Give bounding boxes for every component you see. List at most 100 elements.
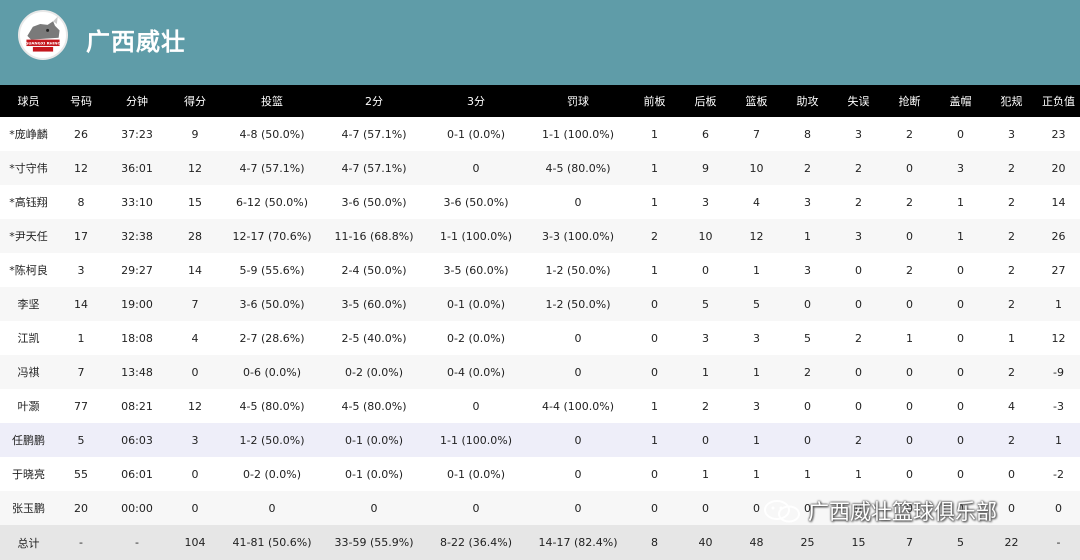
stat-cell: 0 <box>472 161 480 175</box>
column-header: 分钟 <box>126 95 148 108</box>
stat-cell: 3 <box>191 433 199 447</box>
stat-cell: 10 <box>749 161 764 175</box>
stat-cell: 4-5 (80.0%) <box>545 161 611 175</box>
stat-cell: 1 <box>1055 433 1062 447</box>
stat-cell: 3 <box>804 195 811 209</box>
stat-cell: 33:10 <box>121 195 153 209</box>
stat-cell: 0 <box>574 195 582 209</box>
stat-cell: 0 <box>855 365 862 379</box>
total-cell: 14-17 (82.4%) <box>538 536 618 549</box>
column-header: 盖帽 <box>949 95 972 108</box>
stat-cell: 1 <box>753 433 760 447</box>
stat-cell: 0 <box>702 433 709 447</box>
stat-cell: 2-7 (28.6%) <box>239 331 305 345</box>
stat-cell: 32:38 <box>121 229 153 243</box>
stat-cell: 2 <box>702 399 709 413</box>
stat-cell: 20 <box>74 501 88 515</box>
stat-cell: 0 <box>906 365 913 379</box>
player-name-cell: *尹天任 <box>9 230 48 243</box>
stat-cell: 1-2 (50.0%) <box>239 433 305 447</box>
stat-cell: 0-2 (0.0%) <box>243 467 301 481</box>
total-cell: - <box>79 536 83 549</box>
stat-cell: 26 <box>1051 229 1066 243</box>
stat-cell: 0 <box>1055 501 1062 515</box>
stat-cell: 0 <box>753 501 760 515</box>
stat-cell: 2-4 (50.0%) <box>341 263 407 277</box>
stat-cell: 2 <box>1008 161 1015 175</box>
stat-cell: 4 <box>753 195 760 209</box>
stat-cell: 12 <box>188 399 202 413</box>
stat-cell: 55 <box>74 467 88 481</box>
stat-cell: 0 <box>191 365 199 379</box>
stat-cell: 3 <box>804 263 811 277</box>
svg-text:GUANGXI RHINO: GUANGXI RHINO <box>25 41 61 46</box>
stat-cell: -9 <box>1053 365 1064 379</box>
stat-cell: 4-7 (57.1%) <box>341 127 407 141</box>
stat-cell: 1-1 (100.0%) <box>542 127 614 141</box>
column-header: 投篮 <box>261 95 283 108</box>
player-row: 江凯 1 18:08 4 2-7 (28.6%) 2-5 (40.0%) 0-2 (0.0%… <box>0 321 1080 355</box>
total-cell: 8 <box>651 536 658 549</box>
stat-cell: 2 <box>1008 195 1015 209</box>
player-name-cell: 任鹏鹏 <box>12 434 45 447</box>
stat-cell: 0 <box>574 433 582 447</box>
stat-cell: 5-9 (55.6%) <box>239 263 305 277</box>
player-name-cell: *陈柯良 <box>9 264 48 277</box>
total-cell: 104 <box>184 536 206 549</box>
stat-cell: 3-3 (100.0%) <box>542 229 614 243</box>
stat-cell: 2 <box>1008 433 1015 447</box>
stat-cell: 2 <box>804 365 811 379</box>
stat-cell: 0 <box>651 331 658 345</box>
stat-cell: 2 <box>906 195 913 209</box>
stat-cell: 2 <box>855 433 862 447</box>
stat-cell: 23 <box>1051 127 1066 141</box>
player-row: 冯祺 7 13:48 0 0-6 (0.0%) 0-2 (0.0%) 0-4 (0.0%) 0… <box>0 355 1080 389</box>
stat-cell: 1 <box>1008 331 1015 345</box>
stat-cell: 4 <box>1008 399 1015 413</box>
total-cell: 22 <box>1004 536 1019 549</box>
stat-cell: 1 <box>651 127 658 141</box>
stat-cell: 0 <box>906 161 913 175</box>
stat-cell: 1 <box>77 331 85 345</box>
stat-cell: 0 <box>855 297 862 311</box>
stat-cell: 28 <box>188 229 202 243</box>
stat-cell: 7 <box>753 127 760 141</box>
player-name-cell: *庞峥麟 <box>9 128 48 141</box>
stat-cell: 0 <box>370 501 378 515</box>
player-row: *陈柯良 3 29:27 14 5-9 (55.6%) 2-4 (50.0%) 3-5 (6… <box>0 253 1080 287</box>
stat-cell: 2 <box>855 195 862 209</box>
stat-cell: 2 <box>855 331 862 345</box>
stat-cell: 5 <box>702 297 709 311</box>
stat-cell: 0 <box>702 263 709 277</box>
stat-cell: 3-6 (50.0%) <box>239 297 305 311</box>
stat-cell: 0 <box>574 331 582 345</box>
stat-cell: 06:03 <box>121 433 153 447</box>
total-cell: 5 <box>957 536 964 549</box>
stat-cell: 0 <box>804 433 811 447</box>
total-cell: 15 <box>851 536 866 549</box>
total-cell: 40 <box>698 536 713 549</box>
stat-cell: 1 <box>957 195 964 209</box>
total-cell: 8-22 (36.4%) <box>440 536 512 549</box>
stat-cell: 27 <box>1051 263 1066 277</box>
stat-cell: 0 <box>906 501 913 515</box>
stat-cell: 3 <box>855 127 862 141</box>
stat-cell: 1 <box>957 229 964 243</box>
player-name-cell: *寸守伟 <box>9 162 48 175</box>
player-row: *寸守伟 12 36:01 12 4-7 (57.1%) 4-7 (57.1%) 0 4-5 … <box>0 151 1080 185</box>
stat-cell: 0 <box>906 297 913 311</box>
player-row: 叶灏 77 08:21 12 4-5 (80.0%) 4-5 (80.0%) 0 4-4 (1… <box>0 389 1080 423</box>
stat-cell: 3 <box>702 331 709 345</box>
stat-cell: 12 <box>188 161 202 175</box>
stat-cell: 1 <box>1055 297 1062 311</box>
stat-cell: 15 <box>188 195 202 209</box>
stat-cell: 3 <box>1008 127 1015 141</box>
stat-cell: 1-2 (50.0%) <box>545 297 611 311</box>
stat-cell: 2 <box>906 127 913 141</box>
stat-cell: 0 <box>702 501 709 515</box>
team-title: 广西威壮 <box>86 28 186 56</box>
column-header: 失误 <box>847 95 870 108</box>
stat-cell: 0 <box>804 297 811 311</box>
stat-cell: 06:01 <box>121 467 153 481</box>
stat-cell: -3 <box>1053 399 1064 413</box>
